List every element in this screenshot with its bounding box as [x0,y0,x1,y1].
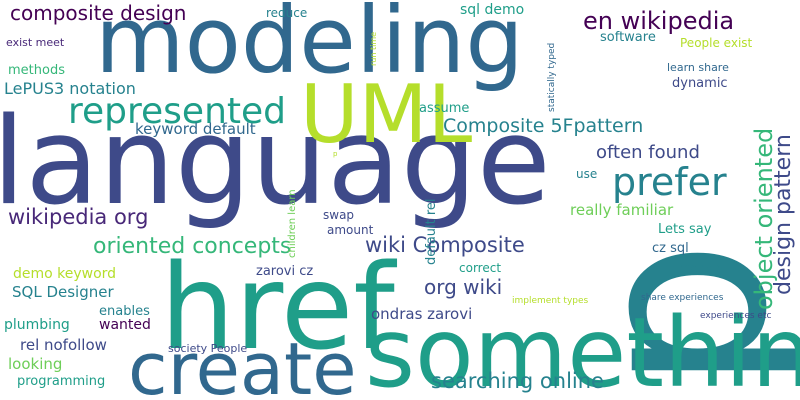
word-org-wiki: org wiki [424,275,503,299]
word-implement-types: implement types [512,296,589,306]
word-software: software [600,30,656,45]
word-modeling: modeling [95,0,524,94]
word-design-pattern: design pattern [771,134,796,295]
word-create: create [128,327,357,400]
word-en-wikipedia: en wikipedia [583,7,735,35]
word-exist-meet: exist meet [6,36,65,49]
word-sql-designer: SQL Designer [12,283,114,301]
word-demo-keyword: demo keyword [13,266,117,282]
word-children-learn: children learn [287,189,298,258]
word-use: use [576,167,598,181]
word-often-found: often found [596,142,700,163]
word-represented: represented [68,91,287,132]
word-assume: assume [419,101,470,116]
word-models: models [679,261,723,275]
word-composite-design: composite design [10,1,187,25]
word-cz-sql: cz sql [652,241,689,256]
word-uml: UML [300,68,473,161]
word-correct: correct [459,261,502,275]
word-lepus3-notation: LePUS3 notation [4,79,136,98]
word-society-people: society People [168,342,248,355]
word-reduce: reduce [266,6,308,20]
word-really-familiar: really familiar [570,201,674,219]
word-wikipedia-org: wikipedia org [8,205,149,229]
word-plumbing: plumbing [4,317,70,333]
word-enables: enables [99,304,150,319]
word-default-rel: default rel [424,198,439,265]
word-dynamic: dynamic [672,76,728,91]
word-ondras-zarovi: ondras zarovi [371,305,473,323]
word-language: language [0,93,551,232]
word-lets-say: Lets say [658,222,712,237]
word-rel-nofollow: rel nofollow [20,336,107,354]
word-share-experiences: share experiences [641,293,724,303]
word-methods: methods [8,63,65,78]
word-amount: amount [327,223,374,237]
word-sql-demo: sql demo [460,2,525,18]
word-oriented-concepts: oriented concepts [93,234,292,259]
word-p-small: p [333,150,338,158]
word-wiki-composite: wiki Composite [365,233,525,257]
word-wanted: wanted [99,317,151,333]
word-swap: swap [323,208,355,222]
word-experiences-etc: experiences etc [700,311,772,321]
word-href: href [160,238,395,376]
word-keyword-default: keyword default [135,120,256,138]
word-learn-share: learn share [667,61,729,74]
word-statically-typed: statically typed [547,42,557,112]
word-prefer: prefer [612,160,727,204]
word-programming: programming [17,374,106,389]
word-searching-online: searching online [431,369,604,393]
word-zarovi-cz: zarovi cz [256,264,314,279]
word-people-exist: People exist [680,36,753,50]
word-run-time: run time [369,31,378,66]
word-composite-5fpattern: Composite 5Fpattern [443,115,644,137]
word-looking: looking [8,355,63,373]
word-something: something [365,297,800,400]
